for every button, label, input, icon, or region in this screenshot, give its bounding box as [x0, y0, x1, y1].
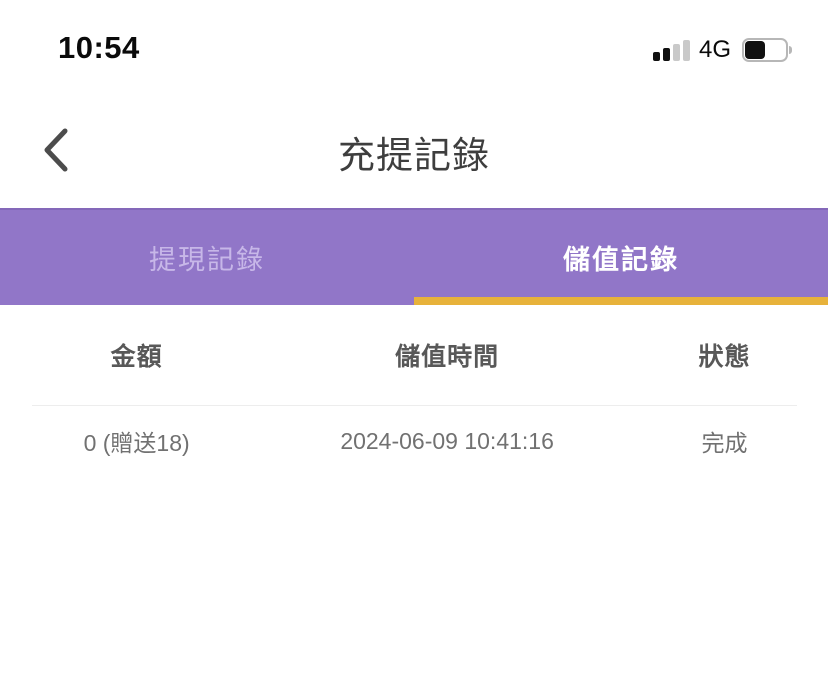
status-time: 10:54 — [58, 30, 140, 65]
table-row: 0 (贈送18) 2024-06-09 10:41:16 完成 — [0, 406, 828, 476]
records-body: 0 (贈送18) 2024-06-09 10:41:16 完成 — [0, 406, 828, 476]
signal-bar — [652, 52, 660, 61]
column-header-time: 儲值時間 — [395, 343, 500, 371]
tab-withdrawal-records[interactable]: 提現記錄 — [0, 210, 414, 305]
active-tab-underline — [414, 297, 828, 305]
tab-deposit-records[interactable]: 儲值記錄 — [414, 210, 828, 305]
cellular-signal-icon — [652, 39, 690, 61]
back-button[interactable] — [34, 125, 78, 179]
signal-bar — [682, 40, 690, 61]
cell-status: 完成 — [701, 430, 748, 456]
tab-bar: 提現記錄 儲值記錄 — [0, 208, 828, 305]
cell-amount: 0 (贈送18) — [83, 430, 190, 456]
column-header-status: 狀態 — [698, 343, 751, 371]
column-header-amount: 金額 — [110, 343, 163, 371]
status-indicators: 4G — [652, 36, 792, 64]
chevron-left-icon — [43, 126, 69, 177]
signal-bar — [672, 44, 680, 61]
battery-nub — [789, 46, 792, 54]
status-bar: 10:54 4G — [0, 0, 828, 95]
table-divider — [32, 405, 797, 406]
page-title: 充提記錄 — [338, 134, 490, 176]
battery-fill — [745, 41, 765, 59]
cell-time: 2024-06-09 10:41:16 — [340, 427, 554, 454]
network-type-label: 4G — [698, 36, 731, 63]
nav-header: 充提記錄 — [0, 95, 828, 208]
battery-icon — [742, 38, 792, 62]
table-header-row: 金額 儲值時間 狀態 — [0, 305, 828, 405]
signal-bar — [662, 48, 670, 61]
